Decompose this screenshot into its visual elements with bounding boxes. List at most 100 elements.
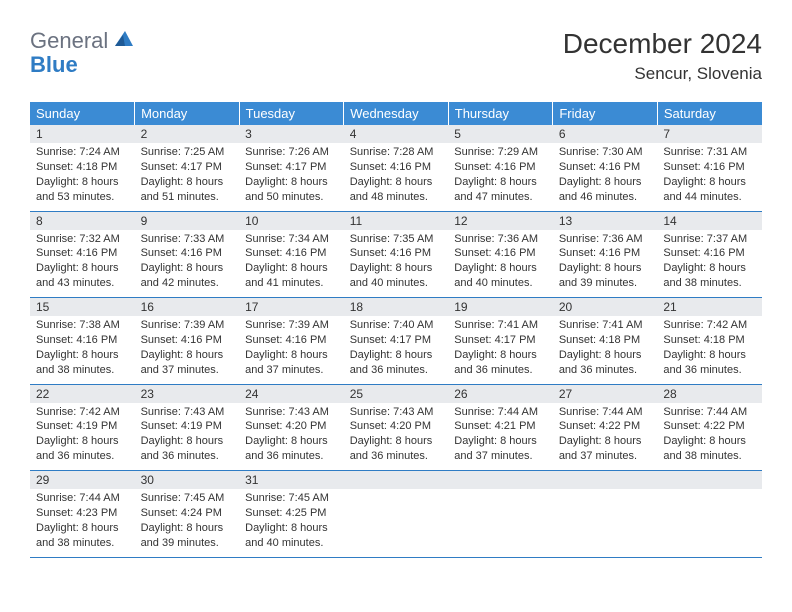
day-number: 11	[344, 211, 449, 230]
sunrise-text: Sunrise: 7:25 AM	[141, 145, 234, 160]
day2-text: and 37 minutes.	[559, 449, 652, 464]
sunrise-text: Sunrise: 7:44 AM	[663, 405, 756, 420]
day-cell: Sunrise: 7:30 AMSunset: 4:16 PMDaylight:…	[553, 143, 658, 211]
sunset-text: Sunset: 4:24 PM	[141, 506, 234, 521]
sunset-text: Sunset: 4:18 PM	[559, 333, 652, 348]
day-cell: Sunrise: 7:42 AMSunset: 4:19 PMDaylight:…	[30, 403, 135, 471]
day-number: 24	[239, 384, 344, 403]
day1-text: Daylight: 8 hours	[559, 261, 652, 276]
day-cell: Sunrise: 7:31 AMSunset: 4:16 PMDaylight:…	[657, 143, 762, 211]
sunrise-text: Sunrise: 7:36 AM	[559, 232, 652, 247]
sunrise-text: Sunrise: 7:38 AM	[36, 318, 129, 333]
day1-text: Daylight: 8 hours	[350, 261, 443, 276]
sunrise-text: Sunrise: 7:39 AM	[245, 318, 338, 333]
day-number: 22	[30, 384, 135, 403]
sunrise-text: Sunrise: 7:43 AM	[350, 405, 443, 420]
day-number	[344, 471, 449, 490]
day2-text: and 39 minutes.	[559, 276, 652, 291]
day2-text: and 38 minutes.	[36, 363, 129, 378]
sunrise-text: Sunrise: 7:45 AM	[141, 491, 234, 506]
sunset-text: Sunset: 4:16 PM	[559, 160, 652, 175]
day-cell: Sunrise: 7:43 AMSunset: 4:19 PMDaylight:…	[135, 403, 240, 471]
day-number: 31	[239, 471, 344, 490]
day2-text: and 53 minutes.	[36, 190, 129, 205]
sunrise-text: Sunrise: 7:34 AM	[245, 232, 338, 247]
day-number: 8	[30, 211, 135, 230]
calendar-body: 1234567Sunrise: 7:24 AMSunset: 4:18 PMDa…	[30, 125, 762, 557]
day2-text: and 36 minutes.	[350, 449, 443, 464]
day2-text: and 41 minutes.	[245, 276, 338, 291]
logo-text-general: General	[30, 28, 108, 54]
day1-text: Daylight: 8 hours	[36, 521, 129, 536]
day1-text: Daylight: 8 hours	[245, 348, 338, 363]
sunset-text: Sunset: 4:16 PM	[350, 246, 443, 261]
day1-text: Daylight: 8 hours	[245, 521, 338, 536]
day1-text: Daylight: 8 hours	[559, 434, 652, 449]
sunset-text: Sunset: 4:19 PM	[36, 419, 129, 434]
day1-text: Daylight: 8 hours	[141, 521, 234, 536]
day1-text: Daylight: 8 hours	[36, 348, 129, 363]
sunrise-text: Sunrise: 7:29 AM	[454, 145, 547, 160]
col-sunday: Sunday	[30, 102, 135, 125]
sunset-text: Sunset: 4:18 PM	[36, 160, 129, 175]
day-cell: Sunrise: 7:32 AMSunset: 4:16 PMDaylight:…	[30, 230, 135, 298]
day1-text: Daylight: 8 hours	[350, 348, 443, 363]
day-number: 13	[553, 211, 658, 230]
sunrise-text: Sunrise: 7:24 AM	[36, 145, 129, 160]
daynum-row: 22232425262728	[30, 384, 762, 403]
day-number: 6	[553, 125, 658, 143]
day1-text: Daylight: 8 hours	[36, 434, 129, 449]
sunrise-text: Sunrise: 7:44 AM	[454, 405, 547, 420]
day1-text: Daylight: 8 hours	[36, 261, 129, 276]
sunset-text: Sunset: 4:18 PM	[663, 333, 756, 348]
day-number: 21	[657, 298, 762, 317]
day2-text: and 40 minutes.	[454, 276, 547, 291]
day2-text: and 38 minutes.	[36, 536, 129, 551]
sunrise-text: Sunrise: 7:44 AM	[559, 405, 652, 420]
day2-text: and 38 minutes.	[663, 276, 756, 291]
day-number: 29	[30, 471, 135, 490]
day-number: 4	[344, 125, 449, 143]
day-cell: Sunrise: 7:43 AMSunset: 4:20 PMDaylight:…	[344, 403, 449, 471]
sunrise-text: Sunrise: 7:35 AM	[350, 232, 443, 247]
col-wednesday: Wednesday	[344, 102, 449, 125]
day1-text: Daylight: 8 hours	[663, 348, 756, 363]
day-cell: Sunrise: 7:39 AMSunset: 4:16 PMDaylight:…	[135, 316, 240, 384]
sunrise-text: Sunrise: 7:40 AM	[350, 318, 443, 333]
day-number: 14	[657, 211, 762, 230]
sunrise-text: Sunrise: 7:37 AM	[663, 232, 756, 247]
content-row: Sunrise: 7:44 AMSunset: 4:23 PMDaylight:…	[30, 489, 762, 557]
day-number: 15	[30, 298, 135, 317]
day1-text: Daylight: 8 hours	[663, 434, 756, 449]
content-row: Sunrise: 7:24 AMSunset: 4:18 PM Daylight:…	[30, 143, 762, 211]
day2-text: and 46 minutes.	[559, 190, 652, 205]
day-cell: Sunrise: 7:44 AMSunset: 4:21 PMDaylight:…	[448, 403, 553, 471]
sunrise-text: Sunrise: 7:30 AM	[559, 145, 652, 160]
day-number	[657, 471, 762, 490]
day-cell: Sunrise: 7:41 AMSunset: 4:17 PMDaylight:…	[448, 316, 553, 384]
sunrise-text: Sunrise: 7:45 AM	[245, 491, 338, 506]
logo: General	[30, 28, 137, 54]
sunset-text: Sunset: 4:16 PM	[36, 333, 129, 348]
day-cell: Sunrise: 7:26 AMSunset: 4:17 PMDaylight:…	[239, 143, 344, 211]
day-cell: Sunrise: 7:42 AMSunset: 4:18 PMDaylight:…	[657, 316, 762, 384]
day2-text: and 48 minutes.	[350, 190, 443, 205]
day2-text: and 39 minutes.	[141, 536, 234, 551]
sunrise-text: Sunrise: 7:42 AM	[663, 318, 756, 333]
day-number: 12	[448, 211, 553, 230]
day2-text: and 47 minutes.	[454, 190, 547, 205]
day2-text: and 50 minutes.	[245, 190, 338, 205]
content-row: Sunrise: 7:42 AMSunset: 4:19 PMDaylight:…	[30, 403, 762, 471]
day1-text: Daylight: 8 hours	[350, 434, 443, 449]
day-cell: Sunrise: 7:44 AMSunset: 4:22 PMDaylight:…	[553, 403, 658, 471]
day2-text: and 40 minutes.	[350, 276, 443, 291]
col-friday: Friday	[553, 102, 658, 125]
sunset-text: Sunset: 4:23 PM	[36, 506, 129, 521]
day1-text: Daylight: 8 hours	[141, 434, 234, 449]
day-cell: Sunrise: 7:44 AMSunset: 4:23 PMDaylight:…	[30, 489, 135, 557]
day1-text: Daylight: 8 hours	[559, 348, 652, 363]
day1-text: Daylight: 8 hours	[245, 175, 338, 190]
sunrise-text: Sunrise: 7:41 AM	[454, 318, 547, 333]
sunset-text: Sunset: 4:16 PM	[245, 246, 338, 261]
day-cell	[344, 489, 449, 557]
